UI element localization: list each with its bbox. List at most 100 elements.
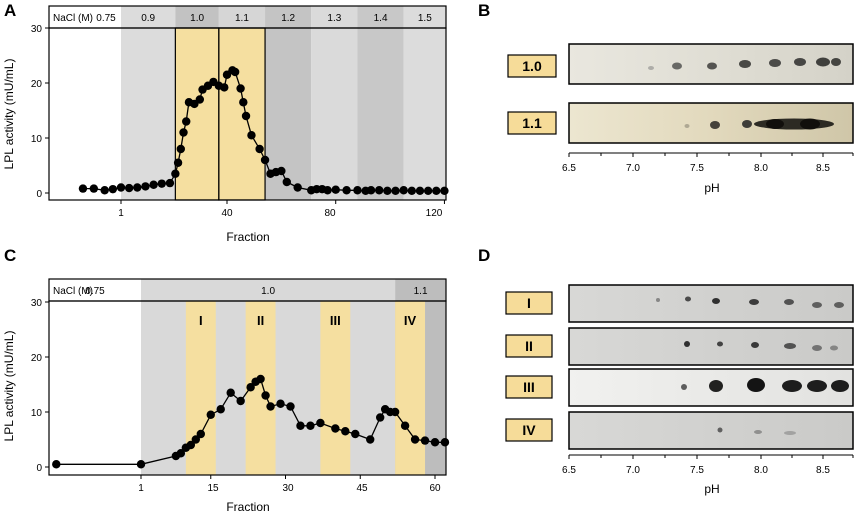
blot-d-pool-label: I [527, 295, 531, 311]
data-point [277, 166, 286, 176]
data-point [124, 183, 134, 193]
header-value: 1.0 [190, 13, 204, 24]
panel-letter-d: D [478, 246, 490, 265]
panel-d-xlabel: pH [704, 482, 719, 496]
blot-d-pool-label-box [505, 291, 553, 315]
panel-c-xtick-label: 30 [282, 483, 294, 494]
panel-b: 1.0 1.1 6.5 7.0 7.5 8.0 8.5 pH [507, 43, 854, 195]
data-point [296, 421, 305, 430]
header-band [265, 6, 312, 28]
panel-a-xtick-label: 80 [324, 208, 336, 219]
data-point [256, 374, 265, 384]
panel-a-header-label: NaCl (M) [53, 13, 93, 24]
panel-a-xtick-label: 1 [118, 208, 124, 219]
panel-c-header-values: 0.75 1.0 1.1 [85, 286, 428, 297]
data-point [306, 421, 315, 430]
panel-a-ytick-label: 0 [36, 189, 42, 200]
salt-band [175, 28, 219, 200]
panel-a-ytick-label: 20 [31, 79, 43, 90]
header-band [218, 6, 266, 28]
data-point [286, 402, 295, 411]
header-band [311, 6, 358, 28]
panel-a-ylabel: LPL activity (mU/mL) [2, 59, 16, 170]
salt-band [218, 28, 266, 200]
panel-b-xticks: 6.5 7.0 7.5 8.0 8.5 [562, 153, 854, 174]
data-point [247, 131, 256, 140]
panel-a-salt-bands [121, 6, 446, 201]
data-point [331, 424, 340, 433]
blot-b-fraction-label-box [507, 54, 557, 78]
header-value: 1.1 [414, 286, 428, 297]
pool-label: II [257, 313, 264, 328]
blot-d-pool-label-box [505, 375, 553, 399]
data-point [400, 421, 410, 430]
data-point [179, 128, 188, 137]
panel-a-xticks: 1 40 80 120 [118, 208, 443, 219]
header-band [395, 279, 446, 301]
data-point [220, 83, 229, 92]
ph-tick-label: 7.0 [626, 163, 640, 174]
data-point [407, 186, 417, 195]
salt-band [121, 28, 176, 200]
data-point [157, 179, 166, 188]
ph-tick-label: 7.5 [690, 163, 704, 174]
pool-band [320, 301, 351, 475]
panel-c-header-label: NaCl (M) [53, 286, 93, 297]
data-point [420, 436, 430, 445]
panel-c-salt-bands: I II III IV [141, 279, 446, 475]
blot-b-lane-2 [568, 102, 854, 144]
data-point [323, 186, 332, 195]
data-point [236, 396, 245, 406]
data-point [375, 186, 384, 195]
panel-a-header-values: 0.75 0.9 1.0 1.1 1.2 1.3 1.4 1.5 [96, 13, 432, 24]
data-point [331, 185, 340, 194]
data-point [366, 186, 376, 195]
blot-b-fraction-label-box [507, 111, 557, 135]
data-point [415, 186, 425, 195]
panel-c-ytick-label: 10 [31, 408, 43, 419]
data-point [423, 186, 433, 195]
ph-tick-label: 8.0 [754, 163, 768, 174]
data-point [282, 177, 291, 187]
data-point [89, 184, 99, 193]
header-value: 0.75 [96, 13, 116, 24]
header-band [403, 6, 446, 28]
blot-b-fraction-label: 1.1 [522, 115, 542, 131]
panel-c-ylabel: LPL activity (mU/mL) [2, 331, 16, 442]
panel-d: I II III IV [505, 284, 854, 496]
data-point [440, 186, 449, 195]
data-point [375, 413, 385, 422]
data-point [149, 180, 158, 189]
panel-letter-b: B [478, 1, 490, 20]
data-point [176, 449, 186, 458]
panel-c-header-frame [48, 278, 447, 302]
blot-d-pool-label: IV [522, 422, 536, 438]
ph-tick-label: 8.5 [816, 163, 830, 174]
data-point [276, 399, 285, 408]
data-point [390, 407, 400, 417]
data-point [341, 427, 350, 436]
data-point [52, 460, 61, 469]
blot-d-lane-2 [568, 327, 854, 366]
ph-tick-label: 7.0 [626, 465, 640, 476]
header-value: 1.2 [281, 13, 295, 24]
ph-tick-label: 6.5 [562, 465, 576, 476]
panel-d-xticks: 6.5 7.0 7.5 8.0 8.5 [562, 455, 854, 476]
salt-band [311, 28, 358, 200]
header-value: 1.1 [235, 13, 249, 24]
panel-a: NaCl (M) 0.75 0.9 1.0 1.1 1.2 1.3 1.4 1.5 0 10 … [2, 5, 449, 244]
data-point [351, 429, 360, 439]
data-point [353, 186, 362, 195]
blot-d-lane-4 [568, 411, 854, 450]
data-point [171, 169, 180, 178]
blot-d-pool-label: III [523, 379, 535, 395]
pool-label: III [330, 313, 341, 328]
panel-a-ytick-label: 10 [31, 134, 43, 145]
header-band [357, 6, 404, 28]
data-point [266, 402, 275, 411]
data-point [236, 84, 245, 93]
pool-label: I [199, 313, 203, 328]
data-point [432, 186, 441, 195]
blot-d-pool-label-box [505, 418, 553, 442]
